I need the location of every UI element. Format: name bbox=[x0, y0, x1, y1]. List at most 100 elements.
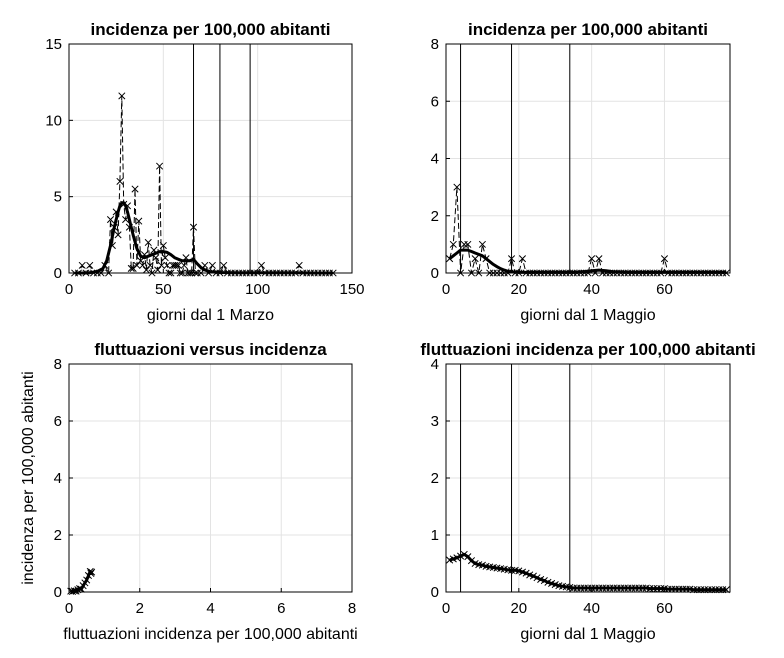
chart-2-ytick-label-0: 0 bbox=[431, 265, 439, 282]
chart-3-series-1-point-11 bbox=[86, 567, 94, 576]
chart-3-xtick-label-0: 0 bbox=[65, 600, 73, 617]
chart-4-xtick-label-2: 40 bbox=[583, 600, 600, 617]
chart-4-series-1-line bbox=[449, 552, 727, 592]
chart-1-ytick-label-2: 10 bbox=[45, 112, 62, 129]
chart-1-series-1-point-27 bbox=[139, 261, 147, 269]
chart-1-series-1-point-60 bbox=[208, 261, 216, 269]
chart-3-ylabel: incidenza per 100,000 abitanti bbox=[20, 371, 37, 585]
chart-1-series-1-point-15 bbox=[116, 177, 124, 185]
chart-2-series-1-point-41 bbox=[595, 255, 603, 263]
chart-1-series-1-point-35 bbox=[154, 266, 162, 274]
chart-1-series-1-point-30 bbox=[144, 238, 152, 247]
chart-2-series-1-point-39 bbox=[588, 255, 596, 263]
chart-2-series-1-point-9 bbox=[478, 240, 486, 248]
chart-1-series-1-point-73 bbox=[257, 261, 265, 269]
chart-3-xtick-label-4: 8 bbox=[348, 600, 356, 617]
chart-4-ytick-label-3: 3 bbox=[431, 413, 439, 430]
chart-4-series-1-point-4 bbox=[460, 550, 468, 558]
chart-1-series-1-point-54 bbox=[189, 223, 198, 231]
chart-1-series-1-point-25 bbox=[135, 217, 143, 225]
chart-4-ytick-label-0: 0 bbox=[431, 584, 439, 601]
chart-4-series-1-point-23 bbox=[529, 572, 537, 580]
chart-3-xtick-label-3: 6 bbox=[277, 600, 285, 617]
chart-3-series-1-point-12 bbox=[87, 569, 95, 578]
chart-2: 0 20 40 60 0 2 4 6 8 incidenza per 100,000 abitan… bbox=[431, 20, 731, 324]
chart-4-xtick-label-3: 60 bbox=[656, 600, 673, 617]
chart-1-series-1-point-83 bbox=[295, 261, 303, 269]
chart-1-series-1-point-26 bbox=[137, 257, 145, 265]
chart-4-ytick-label-2: 2 bbox=[431, 470, 439, 487]
chart-1-xtick-label-0: 0 bbox=[65, 281, 73, 298]
chart-1-series-1-point-39 bbox=[161, 254, 169, 262]
chart-3-ytick-label-0: 0 bbox=[54, 584, 62, 601]
chart-2-xtick-label-1: 20 bbox=[510, 281, 527, 298]
chart-2-series-1-point-59 bbox=[660, 255, 669, 263]
chart-1-series-1-point-10 bbox=[106, 216, 115, 224]
chart-3-ytick-label-3: 6 bbox=[54, 413, 62, 430]
chart-4-ytick-label-1: 1 bbox=[431, 527, 439, 544]
chart-2-series-1-point-2 bbox=[453, 183, 461, 191]
chart-2-series-1-point-20 bbox=[518, 255, 527, 263]
chart-4-series-1-point-21 bbox=[522, 569, 530, 577]
chart-2-series-1-point-17 bbox=[507, 255, 516, 263]
chart-3-ytick-label-1: 2 bbox=[54, 527, 62, 544]
chart-1-xtick-label-1: 50 bbox=[155, 281, 172, 298]
chart-1-ytick-label-0: 0 bbox=[54, 265, 62, 282]
chart-3-xlabel: fluttuazioni incidenza per 100,000 abita… bbox=[63, 626, 357, 643]
chart-2-xtick-label-3: 60 bbox=[656, 281, 673, 298]
chart-2-title: incidenza per 100,000 abitanti bbox=[468, 20, 708, 39]
chart-4-series-1-point-26 bbox=[540, 577, 548, 585]
chart-2-ytick-label-1: 2 bbox=[431, 208, 439, 225]
chart-1-series-1-point-38 bbox=[159, 241, 167, 250]
chart-3: 0 2 4 6 8 0 2 4 6 8 fluttuazioni versus incidenza f… bbox=[20, 340, 358, 643]
chart-1-series-1-point-37 bbox=[157, 261, 166, 269]
chart-1-ytick-label-1: 5 bbox=[54, 189, 62, 206]
chart-1-xtick-label-3: 150 bbox=[339, 281, 364, 298]
chart-1-series-1-point-4 bbox=[86, 261, 94, 269]
chart-3-xtick-label-2: 4 bbox=[206, 600, 214, 617]
chart-1-series-1-point-24 bbox=[133, 261, 141, 269]
chart-2-series-1-point-1 bbox=[449, 240, 457, 248]
chart-1-series-1-point-23 bbox=[131, 185, 139, 193]
chart-4-ytick-label-4: 4 bbox=[431, 356, 439, 373]
chart-2-xtick-label-0: 0 bbox=[442, 281, 450, 298]
chart-1-series-1-point-40 bbox=[163, 261, 171, 269]
chart-2-xtick-label-2: 40 bbox=[583, 281, 600, 298]
chart-2-series-1-point-5 bbox=[464, 240, 472, 248]
chart-1-ytick-label-3: 15 bbox=[45, 36, 62, 53]
chart-1-series-1-point-31 bbox=[146, 261, 154, 269]
chart-4-title: fluttuazioni incidenza per 100,000 abita… bbox=[420, 340, 755, 359]
chart-2-ytick-label-3: 6 bbox=[431, 93, 439, 110]
chart-3-series-1-point-6 bbox=[77, 585, 85, 593]
chart-1-title: incidenza per 100,000 abitanti bbox=[91, 20, 331, 39]
chart-3-title: fluttuazioni versus incidenza bbox=[94, 340, 327, 359]
chart-4-series-1-point-3 bbox=[457, 552, 465, 560]
chart-2-series-1-line bbox=[449, 186, 727, 274]
chart-1-series-1-point-21 bbox=[127, 264, 135, 272]
chart-4-xtick-label-1: 20 bbox=[510, 600, 527, 617]
chart-2-series-1-point-7 bbox=[471, 255, 479, 263]
chart-2-ytick-label-4: 8 bbox=[431, 36, 439, 53]
chart-2-xlabel: giorni dal 1 Maggio bbox=[520, 307, 655, 324]
chart-4-xlabel: giorni dal 1 Maggio bbox=[520, 626, 655, 643]
chart-1-series-1-point-22 bbox=[129, 264, 137, 272]
chart-1-series-1-point-46 bbox=[174, 261, 182, 269]
chart-4-series-1-point-24 bbox=[533, 574, 541, 582]
chart-1-series-1-point-29 bbox=[142, 266, 150, 274]
chart-1-series-1-point-63 bbox=[220, 261, 228, 269]
chart-1-series-1-point-49 bbox=[180, 261, 188, 269]
chart-1-series-1-point-14 bbox=[114, 231, 122, 239]
chart-4-series-1-point-2 bbox=[453, 554, 461, 562]
chart-1-series-1-point-2 bbox=[78, 261, 86, 269]
chart-1: 0 50 100 150 0 5 10 15 incidenza per 100,000 abi… bbox=[45, 20, 364, 324]
chart-3-series-1-point-9 bbox=[83, 576, 91, 584]
chart-1-series-1-point-36 bbox=[156, 162, 164, 170]
chart-3-ytick-label-4: 8 bbox=[54, 356, 62, 373]
chart-1-series-1-point-45 bbox=[172, 261, 181, 269]
chart-4-xtick-label-0: 0 bbox=[442, 600, 450, 617]
chart-3-xtick-label-1: 2 bbox=[136, 600, 144, 617]
chart-2-ytick-label-2: 4 bbox=[431, 151, 439, 168]
chart-3-ytick-label-2: 4 bbox=[54, 470, 62, 487]
